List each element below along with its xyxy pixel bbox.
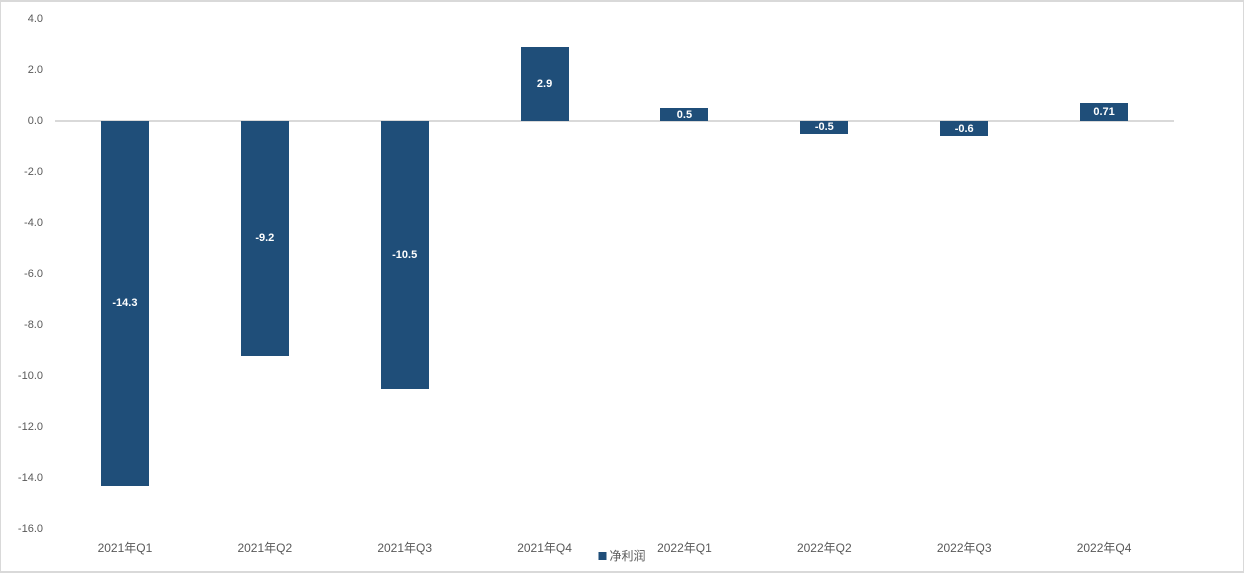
bar-value-label: -0.6 xyxy=(954,122,974,135)
bar-2021年Q1[interactable]: -14.3 xyxy=(100,121,149,486)
bar-2022年Q4[interactable]: 0.71 xyxy=(1080,102,1129,121)
legend-marker-icon xyxy=(598,551,607,560)
bar-2021年Q2[interactable]: -9.2 xyxy=(240,121,289,356)
x-tick-label: 2021年Q2 xyxy=(237,541,293,555)
bar-value-label: 2.9 xyxy=(536,78,553,91)
x-tick-label: 2021年Q3 xyxy=(377,541,433,555)
x-tick-label: 2021年Q4 xyxy=(517,541,572,555)
x-tick-label: 2022年Q2 xyxy=(796,541,852,555)
bar-2022年Q2[interactable]: -0.5 xyxy=(800,121,849,134)
bar-value-label: -0.5 xyxy=(814,121,834,134)
x-tick-label: 2022年Q1 xyxy=(657,541,712,555)
bar-2022年Q1[interactable]: 0.5 xyxy=(660,108,709,121)
y-tick-label: -16.0 xyxy=(17,523,43,535)
bar-2021年Q3[interactable]: -10.5 xyxy=(380,121,429,389)
bar-value-label: -9.2 xyxy=(255,232,275,245)
bar-value-label: 0.5 xyxy=(676,108,693,121)
y-tick-label: -10.0 xyxy=(17,370,43,382)
x-tick-label: 2022年Q3 xyxy=(936,541,992,555)
bar-2022年Q3[interactable]: -0.6 xyxy=(940,121,989,137)
y-tick-label: -12.0 xyxy=(17,421,43,433)
bar-2021年Q4[interactable]: 2.9 xyxy=(520,47,569,121)
y-tick-label: 4.0 xyxy=(27,13,43,25)
y-tick-label: -8.0 xyxy=(24,319,43,331)
zero-axis-line xyxy=(55,120,1174,122)
y-tick-label: 0.0 xyxy=(27,115,43,127)
y-tick-label: -6.0 xyxy=(24,268,43,280)
legend-label: 净利润 xyxy=(609,549,646,563)
x-tick-label: 2022年Q4 xyxy=(1076,541,1132,555)
y-tick-label: 2.0 xyxy=(27,64,43,76)
bar-value-label: -10.5 xyxy=(392,248,418,261)
legend: 净利润 xyxy=(598,547,646,564)
y-tick-label: -14.0 xyxy=(17,472,43,484)
y-tick-label: -2.0 xyxy=(24,166,43,178)
y-tick-label: -4.0 xyxy=(24,217,43,229)
bar-value-label: -14.3 xyxy=(112,297,138,310)
bar-value-label: 0.71 xyxy=(1093,105,1115,118)
x-tick-label: 2021年Q1 xyxy=(97,541,153,555)
